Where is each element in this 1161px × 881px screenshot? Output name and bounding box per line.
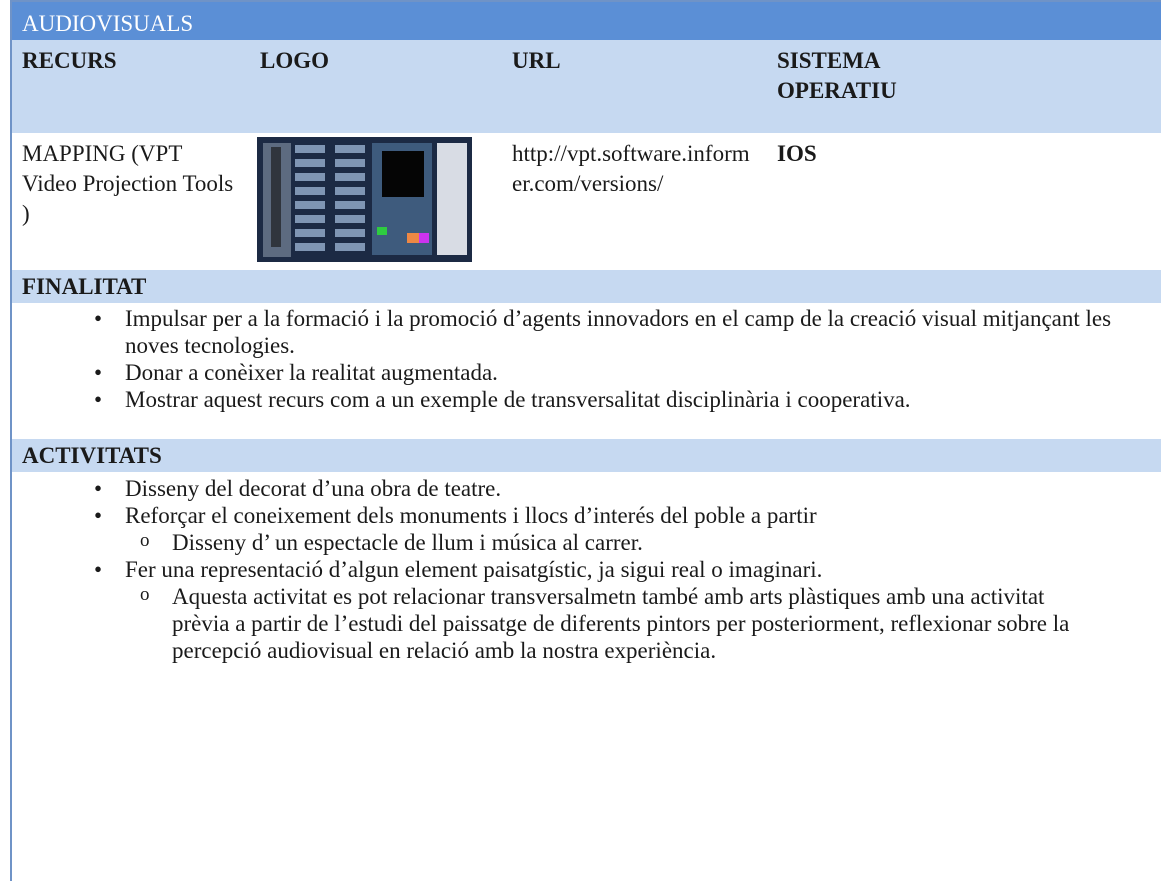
list-item: • Reforçar el coneixement dels monuments …	[12, 502, 1161, 556]
document: AUDIOVISUALS RECURS LOGO URL SISTEMA OPE…	[10, 0, 1161, 881]
section-heading: ACTIVITATS	[12, 439, 1161, 472]
item-text: Donar a conèixer la realitat augmentada.	[125, 360, 498, 385]
list-item: • Donar a conèixer la realitat augmentada…	[94, 360, 498, 385]
header-cell: RECURS	[22, 48, 117, 73]
list-item: • Disseny del decorat d’una obra de teatr…	[94, 476, 502, 501]
list-item: • Impulsar per a la formació i la promoci…	[94, 306, 1112, 358]
data-row: MAPPING (VPT Video Projection Tools ) ht…	[12, 133, 1161, 270]
list: • Impulsar per a la formació i la promoci…	[12, 303, 1161, 439]
title: AUDIOVISUALS	[12, 0, 1161, 40]
logo-cell	[250, 133, 502, 270]
header-cell: SISTEMA OPERATIU	[767, 40, 1161, 133]
section-heading: FINALITAT	[12, 270, 1161, 303]
item-text: Aquesta activitat es pot relacionar tran…	[172, 584, 1070, 663]
header-cell: LOGO	[260, 48, 330, 73]
item-text: Reforçar el coneixement dels monuments i…	[125, 503, 817, 528]
sub-item: o Aquesta activitat es pot relacionar tra…	[140, 584, 1070, 663]
cell: MAPPING (VPT Video Projection Tools )	[22, 141, 234, 226]
sub-list: o Disseny d’ un espectacle de llum i músi…	[125, 529, 1131, 556]
item-text: Fer una representació d’algun element pa…	[125, 557, 823, 582]
cell: http://vpt.software.informer.com/version…	[512, 141, 750, 196]
list: • Disseny del decorat d’una obra de teatr…	[12, 472, 1161, 664]
item-text: Disseny d’ un espectacle de llum i músic…	[172, 530, 643, 555]
header-row: RECURS LOGO URL SISTEMA OPERATIU	[12, 40, 1161, 133]
item-text: Disseny del decorat d’una obra de teatre…	[125, 476, 502, 501]
header-text: SISTEMA OPERATIU	[777, 48, 897, 103]
header-cell: URL	[512, 48, 561, 73]
item-text: Mostrar aquest recurs com a un exemple d…	[125, 387, 911, 412]
logo	[257, 137, 472, 262]
item-text: Impulsar per a la formació i la promoció…	[125, 306, 1112, 358]
list-item: • Mostrar aquest recurs com a un exemple …	[94, 387, 911, 412]
sub-item: o Disseny d’ un espectacle de llum i músi…	[140, 530, 643, 555]
cell: IOS	[777, 141, 817, 166]
list-item: • Fer una representació d’algun element p…	[12, 556, 1161, 664]
sub-list: o Aquesta activitat es pot relacionar tra…	[125, 583, 1131, 664]
